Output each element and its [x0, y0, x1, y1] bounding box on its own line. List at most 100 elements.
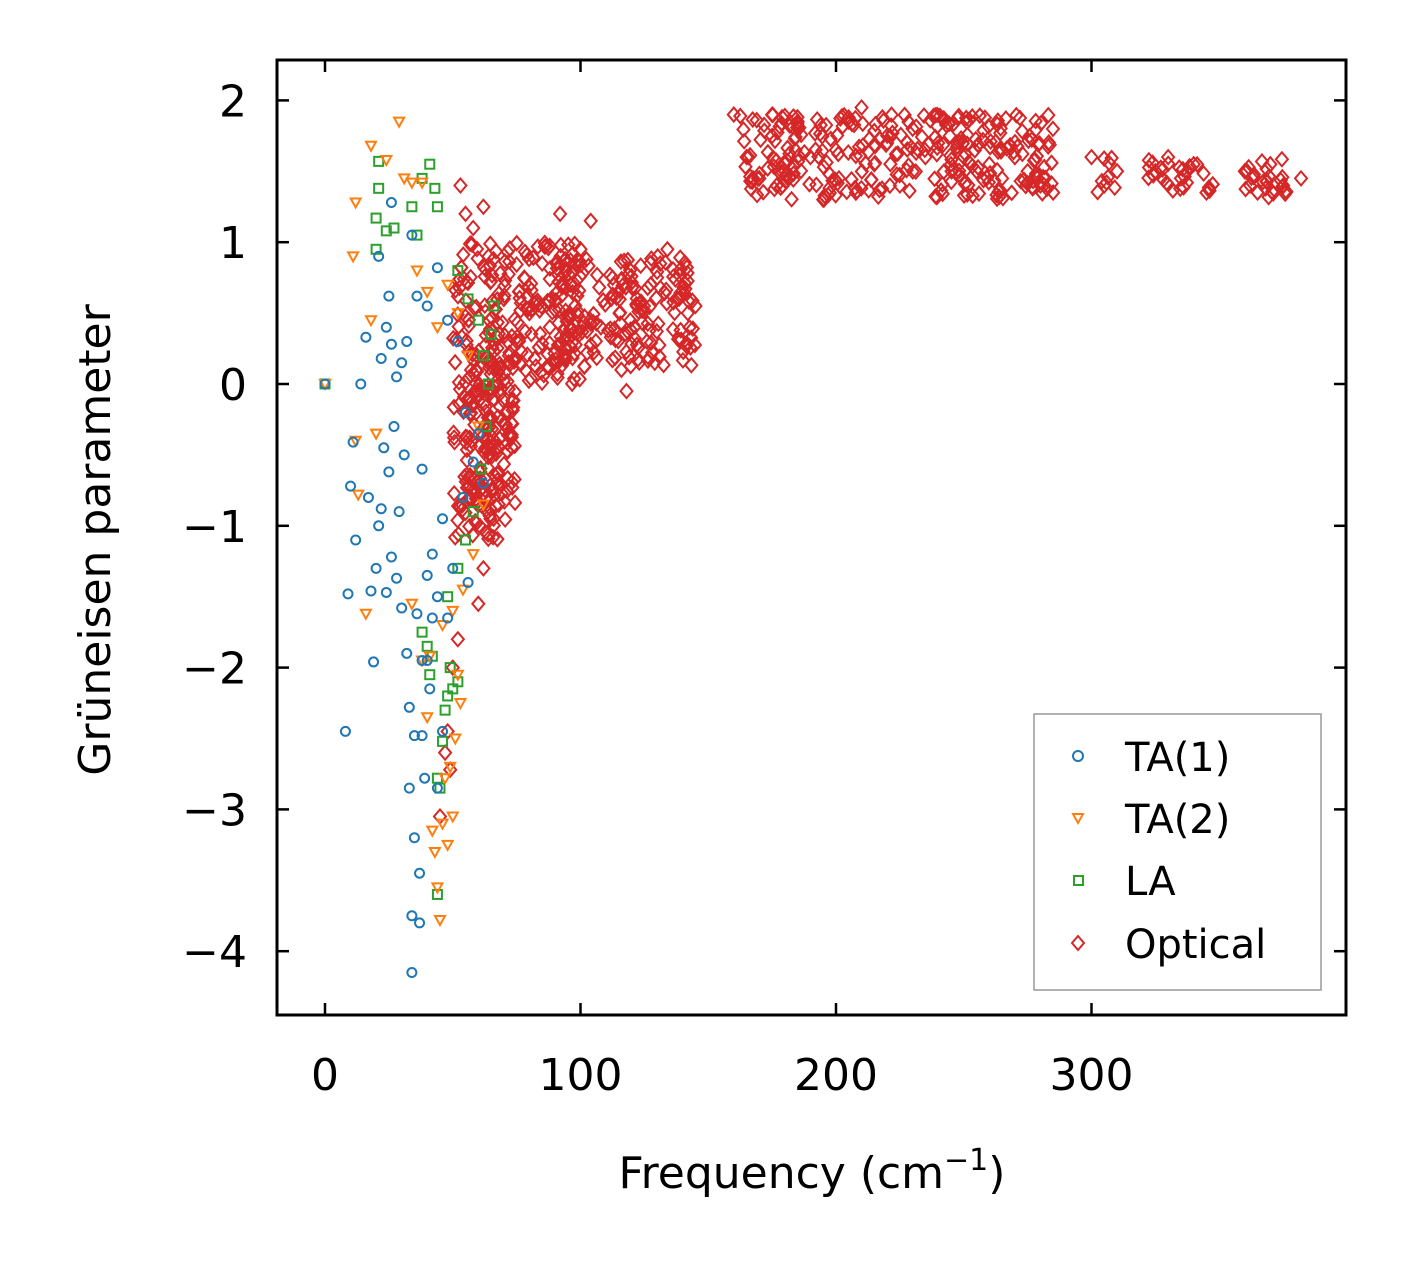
point-optical-dense [550, 260, 566, 278]
point-optical [1263, 155, 1278, 173]
point-optical-dense [570, 302, 585, 320]
point-optical [1045, 184, 1061, 202]
point-optical-dense [983, 132, 998, 151]
point-la [488, 300, 500, 312]
point-optical-dense [616, 252, 632, 270]
point-ta1 [421, 655, 433, 667]
point-optical-dense [588, 332, 604, 350]
point-ta1 [401, 335, 413, 347]
point-la [406, 201, 418, 213]
point-optical-dense [1036, 158, 1052, 176]
point-optical-dense [765, 149, 781, 167]
point-optical [1096, 176, 1112, 195]
point-ta1 [339, 725, 351, 737]
point-ta1 [411, 290, 423, 302]
point-optical-dense [897, 106, 912, 124]
series-ta2 [318, 116, 491, 928]
point-optical-dense [618, 278, 634, 296]
point-optical-dense [490, 328, 506, 346]
point-optical-dense [767, 132, 783, 150]
point-optical [437, 744, 453, 762]
point-optical-dense [447, 433, 462, 451]
x-axis-label: Frequency (cm−1) [619, 1143, 1006, 1199]
legend-entry-la: LA [1073, 859, 1176, 905]
point-optical [486, 510, 501, 528]
point-ta1 [437, 725, 449, 737]
point-optical-dense [653, 279, 668, 297]
point-optical-dense [466, 482, 482, 500]
point-optical-dense [929, 145, 945, 163]
point-optical-dense [482, 257, 498, 275]
point-ta1 [401, 647, 413, 659]
point-ta1 [421, 569, 433, 581]
y-tick-label: 1 [219, 218, 247, 269]
point-optical-dense [1036, 176, 1052, 194]
x-axis-label-close: ) [988, 1148, 1005, 1199]
series-ta1 [319, 196, 489, 978]
point-ta1 [391, 371, 403, 383]
point-ta1 [431, 591, 443, 603]
point-ta2 [448, 733, 463, 746]
legend-label-la: LA [1125, 859, 1176, 905]
point-optical [639, 332, 655, 350]
point-la [370, 243, 382, 255]
point-optical [629, 297, 645, 315]
point-ta1 [383, 290, 395, 302]
point-ta1 [375, 503, 387, 515]
point-la [388, 222, 400, 234]
point-ta1 [342, 588, 354, 600]
point-optical-dense [476, 259, 492, 277]
point-optical-dense [942, 147, 958, 165]
point-ta1 [391, 572, 403, 584]
point-optical-dense [818, 116, 834, 134]
point-optical-dense [1004, 184, 1020, 202]
point-ta2 [471, 421, 485, 434]
point-optical-dense [651, 336, 667, 354]
point-optical [867, 155, 882, 173]
point-optical-dense [447, 353, 463, 371]
point-optical-dense [563, 251, 578, 270]
point-optical-dense [486, 480, 501, 498]
point-optical-dense [451, 318, 467, 336]
point-la [460, 534, 472, 546]
point-optical-dense [579, 322, 595, 340]
point-ta2 [433, 915, 447, 928]
point-optical-dense [630, 350, 646, 368]
point-optical-dense [960, 176, 976, 194]
point-optical-dense [504, 438, 520, 456]
point-ta2 [425, 825, 440, 838]
point-optical-dense [640, 315, 656, 333]
point-optical-dense [605, 269, 620, 287]
point-optical-dense [486, 360, 502, 378]
point-ta2 [430, 322, 445, 335]
point-optical-dense [542, 237, 558, 255]
point-optical-dense [773, 179, 789, 197]
point-optical-dense [483, 510, 498, 528]
point-optical-dense [452, 395, 467, 413]
point-ta1 [362, 491, 374, 503]
point-optical-dense [579, 344, 595, 362]
point-optical-dense [673, 284, 688, 302]
point-optical-dense [1024, 131, 1040, 149]
point-ta1 [457, 491, 469, 503]
point-optical-dense [685, 320, 701, 338]
point-optical [803, 148, 818, 166]
point-optical [593, 318, 609, 336]
point-optical [981, 155, 997, 173]
point-optical-dense [478, 326, 494, 344]
point-optical-dense [767, 180, 782, 198]
point-optical [522, 304, 537, 322]
point-optical-dense [534, 374, 550, 392]
point-optical [542, 318, 558, 336]
point-optical-dense [445, 329, 461, 347]
point-la [452, 676, 464, 688]
point-optical-dense [553, 334, 569, 352]
point-optical-dense [621, 348, 637, 366]
point-ta1 [403, 782, 415, 794]
point-optical [573, 240, 588, 258]
point-optical-dense [649, 263, 665, 281]
point-optical-dense [872, 181, 887, 199]
point-optical-dense [517, 243, 533, 261]
point-optical-dense [679, 258, 695, 276]
